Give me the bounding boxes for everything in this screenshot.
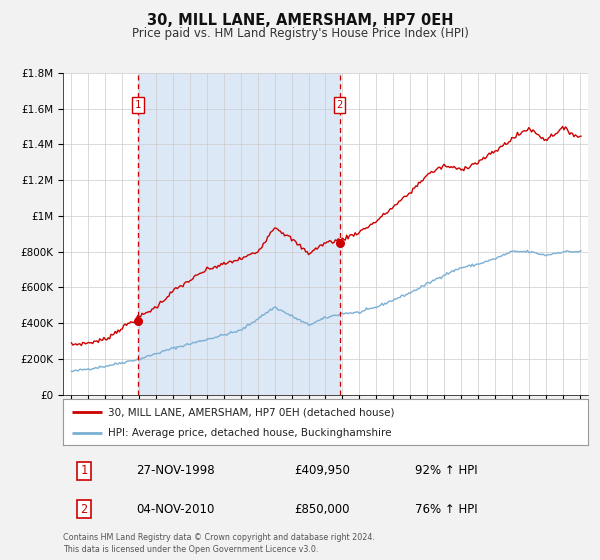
Bar	[138, 73, 340, 395]
Text: 30, MILL LANE, AMERSHAM, HP7 0EH: 30, MILL LANE, AMERSHAM, HP7 0EH	[147, 13, 453, 28]
Text: 1: 1	[135, 100, 141, 110]
Text: 2: 2	[337, 100, 343, 110]
Text: 30, MILL LANE, AMERSHAM, HP7 0EH (detached house): 30, MILL LANE, AMERSHAM, HP7 0EH (detach…	[107, 407, 394, 417]
Text: 04-NOV-2010: 04-NOV-2010	[137, 502, 215, 516]
Text: 2: 2	[80, 502, 88, 516]
Text: 92% ↑ HPI: 92% ↑ HPI	[415, 464, 478, 478]
Text: 76% ↑ HPI: 76% ↑ HPI	[415, 502, 478, 516]
Text: Price paid vs. HM Land Registry's House Price Index (HPI): Price paid vs. HM Land Registry's House …	[131, 27, 469, 40]
Text: 27-NOV-1998: 27-NOV-1998	[137, 464, 215, 478]
Text: HPI: Average price, detached house, Buckinghamshire: HPI: Average price, detached house, Buck…	[107, 428, 391, 438]
Text: 1: 1	[80, 464, 88, 478]
Text: Contains HM Land Registry data © Crown copyright and database right 2024.
This d: Contains HM Land Registry data © Crown c…	[63, 533, 375, 554]
Text: £409,950: £409,950	[294, 464, 350, 478]
Text: £850,000: £850,000	[294, 502, 349, 516]
